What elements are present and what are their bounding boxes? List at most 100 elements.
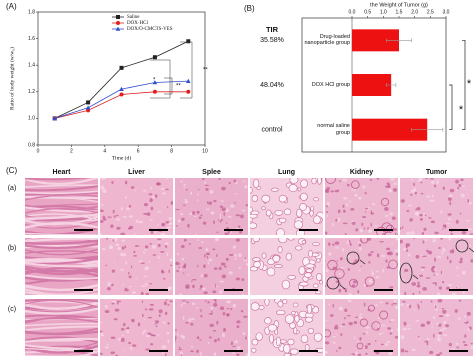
legend-marker — [116, 21, 120, 25]
cell-texture — [389, 332, 393, 335]
cell-texture — [197, 193, 199, 196]
tissue-image — [175, 238, 248, 295]
cell-texture — [466, 258, 468, 261]
cell-texture — [183, 238, 188, 242]
cell-texture — [389, 218, 391, 221]
cell-texture — [418, 179, 422, 182]
cell-texture — [197, 264, 199, 268]
alveolus — [289, 178, 299, 184]
alveolus — [288, 184, 298, 193]
cell-texture — [332, 243, 335, 246]
cell-texture — [394, 249, 398, 252]
category-label-box: normal saline group — [317, 123, 350, 136]
cell-texture — [218, 290, 223, 294]
category-label-box: Drug-loaded nanoparticle group — [304, 33, 350, 47]
alveolus — [314, 290, 322, 295]
series-line — [54, 40, 189, 119]
cell-texture — [400, 348, 405, 353]
cell-texture — [355, 228, 359, 232]
cell-texture — [386, 182, 390, 185]
cell-texture — [209, 190, 214, 194]
cell-texture — [444, 224, 447, 229]
data-point — [119, 92, 124, 97]
cell-texture — [435, 273, 439, 276]
cell-texture — [459, 257, 463, 262]
cell-texture — [166, 331, 170, 335]
cell-texture — [196, 336, 200, 340]
cell-texture — [337, 209, 341, 214]
cell-texture — [223, 328, 226, 332]
cell-texture — [205, 248, 209, 252]
data-point — [119, 86, 124, 91]
cell-texture — [440, 210, 443, 214]
cell-texture — [393, 299, 397, 303]
x-tick-label: 8 — [170, 148, 173, 154]
cell-texture — [161, 351, 164, 355]
cell-texture — [207, 341, 210, 344]
cell-texture — [164, 311, 168, 315]
cell-texture — [407, 328, 412, 330]
cell-texture — [242, 332, 246, 335]
cell-texture — [455, 179, 459, 184]
cell-texture — [391, 329, 393, 332]
data-point — [52, 116, 57, 121]
cell-texture — [367, 226, 369, 231]
cell-texture — [158, 309, 163, 314]
cell-texture — [242, 180, 245, 183]
cell-texture — [241, 209, 246, 212]
cell-texture — [111, 302, 115, 305]
muscle-fiber — [25, 190, 98, 195]
cell-texture — [156, 238, 162, 241]
tissue-image — [400, 178, 473, 235]
category-label: Drug-loaded nanoparticle group — [304, 33, 350, 47]
cell-texture — [185, 284, 190, 289]
category-label-box: DOX HCl group — [312, 82, 350, 88]
alveolus — [300, 179, 308, 188]
cell-texture — [154, 194, 158, 199]
cell-texture — [160, 232, 166, 235]
cell-texture — [438, 286, 443, 290]
cell-texture — [232, 345, 236, 348]
alveolus — [282, 299, 288, 305]
cell-texture — [212, 248, 216, 251]
cell-texture — [375, 276, 380, 279]
alveolus — [296, 208, 303, 218]
muscle-fiber — [25, 184, 98, 188]
alveolus — [300, 192, 308, 201]
alveolus — [276, 228, 285, 235]
x-tick-label: 2 — [70, 148, 73, 154]
muscle-fiber — [25, 195, 98, 200]
cell-texture — [365, 326, 370, 329]
cell-texture — [400, 292, 401, 294]
cell-texture — [368, 278, 374, 283]
cell-texture — [463, 343, 468, 347]
cell-texture — [446, 222, 451, 225]
cell-texture — [219, 280, 224, 283]
alveolus — [312, 242, 320, 246]
cell-texture — [188, 318, 192, 322]
cell-texture — [168, 269, 170, 274]
cell-texture — [361, 216, 367, 219]
cell-texture — [336, 334, 338, 336]
cell-texture — [100, 233, 102, 235]
x-tick-label: 2.0 — [411, 9, 418, 15]
alveolus — [304, 343, 310, 352]
cell-texture — [364, 192, 367, 195]
cell-texture — [184, 200, 189, 203]
cell-texture — [245, 336, 248, 340]
cell-texture — [157, 224, 159, 227]
cell-texture — [203, 264, 206, 269]
data-point — [152, 89, 157, 94]
cell-texture — [198, 216, 202, 219]
cell-texture — [205, 208, 210, 211]
cell-texture — [467, 199, 470, 203]
muscle-fiber — [25, 213, 98, 221]
bar — [352, 29, 399, 52]
muscle-fiber — [25, 207, 98, 214]
cell-texture — [441, 280, 445, 284]
cell-texture — [378, 301, 384, 303]
cell-texture — [100, 203, 104, 206]
lesion-arrow — [359, 259, 366, 265]
cell-texture — [116, 226, 121, 230]
y-tick-label: 1.8 — [28, 9, 35, 15]
